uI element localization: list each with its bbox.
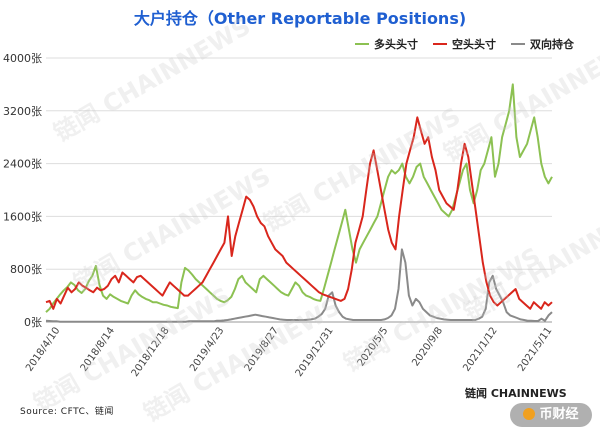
- x-tick-label: 2020/5/5: [356, 325, 391, 368]
- brand-logo: 链闻 CHAINNEWS: [465, 387, 567, 400]
- legend-swatch-short: [433, 43, 447, 45]
- x-tick-label: 2018/8/14: [79, 325, 117, 373]
- series-line-short: [45, 116, 553, 310]
- legend-swatch-long: [355, 43, 369, 45]
- x-tick-label: 2019/12/31: [294, 325, 336, 379]
- badge-label: 币财经: [539, 407, 579, 422]
- y-tick-label: 3200张: [3, 105, 42, 118]
- x-tick-label: 2021/1/12: [461, 325, 499, 373]
- x-tick-label: 2019/4/23: [188, 325, 226, 373]
- x-tick-label: 2021/5/11: [516, 325, 554, 373]
- y-tick-label: 2400张: [3, 158, 42, 171]
- chart-title: 大户持仓（Other Reportable Positions): [133, 9, 467, 28]
- series-line-spread: [45, 248, 553, 323]
- x-tick-label: 2020/9/8: [410, 325, 445, 368]
- x-tick-label: 2019/8/27: [243, 325, 281, 373]
- legend-item-spread: 双向持仓: [511, 36, 574, 56]
- y-tick-label: 1600张: [3, 210, 42, 223]
- y-tick-label: 4000张: [3, 52, 42, 65]
- y-tick-label: 800张: [10, 263, 42, 276]
- legend-label-spread: 双向持仓: [530, 38, 574, 51]
- legend-label-long: 多头头寸: [374, 38, 418, 51]
- coin-icon: [523, 407, 536, 420]
- source-note: Source: CFTC、链闻: [20, 407, 114, 417]
- legend-label-short: 空头头寸: [452, 38, 496, 51]
- legend-item-long: 多头头寸: [355, 36, 418, 56]
- series-line-long: [45, 83, 553, 313]
- legend-swatch-spread: [511, 43, 525, 45]
- badge: 币财经: [510, 403, 592, 427]
- y-tick-label: 0张: [24, 316, 42, 329]
- x-tick-label: 2018/12/18: [130, 325, 172, 379]
- legend-item-short: 空头头寸: [433, 36, 496, 56]
- legend: 多头头寸 空头头寸 双向持仓: [355, 36, 595, 56]
- x-tick-label: 2018/4/10: [24, 325, 62, 373]
